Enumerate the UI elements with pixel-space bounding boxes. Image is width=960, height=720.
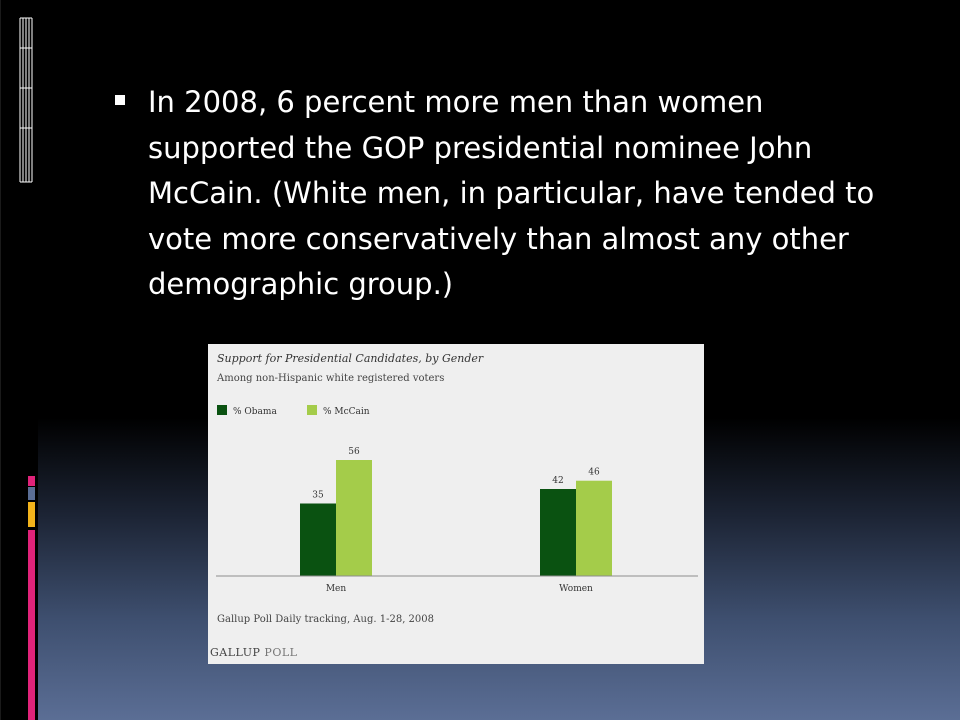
data-label: 42	[552, 476, 563, 486]
data-label: 35	[312, 491, 324, 501]
decoration-bar	[28, 530, 35, 720]
data-label: 46	[588, 468, 600, 478]
chart-subtitle: Among non-Hispanic white registered vote…	[217, 373, 445, 384]
category-label: Women	[559, 584, 593, 594]
gallup-logo-text: GALLUP	[210, 646, 261, 659]
chart-title: Support for Presidential Candidates, by …	[217, 352, 484, 365]
slide-decoration	[0, 0, 35, 720]
decoration-bar	[28, 487, 35, 500]
data-label: 56	[348, 447, 360, 457]
legend-item-mccain: % McCain	[307, 399, 370, 418]
bar-mccain-women	[576, 480, 612, 576]
decoration-bar	[28, 476, 35, 486]
legend-label-obama: % Obama	[233, 407, 277, 417]
legend-swatch-obama	[217, 405, 227, 415]
category-label: Men	[326, 584, 347, 594]
gallup-logo-suffix: POLL	[264, 646, 298, 659]
bullet-marker	[115, 95, 125, 105]
chart-source: Gallup Poll Daily tracking, Aug. 1-28, 2…	[217, 614, 435, 625]
legend-swatch-mccain	[307, 405, 317, 415]
legend-label-mccain: % McCain	[323, 407, 370, 417]
legend-item-obama: % Obama	[217, 399, 277, 418]
decoration-bar	[28, 502, 35, 527]
bar-mccain-men	[336, 460, 372, 576]
gallup-logo: GALLUP POLL	[210, 646, 297, 659]
chart-plot: 35 56 Men 42 46 Women	[216, 447, 698, 594]
bullet-text: In 2008, 6 percent more men than women s…	[148, 85, 875, 301]
bar-obama-women	[540, 489, 576, 576]
bar-obama-men	[300, 503, 336, 576]
gallup-chart-image: Support for Presidential Candidates, by …	[208, 344, 704, 664]
